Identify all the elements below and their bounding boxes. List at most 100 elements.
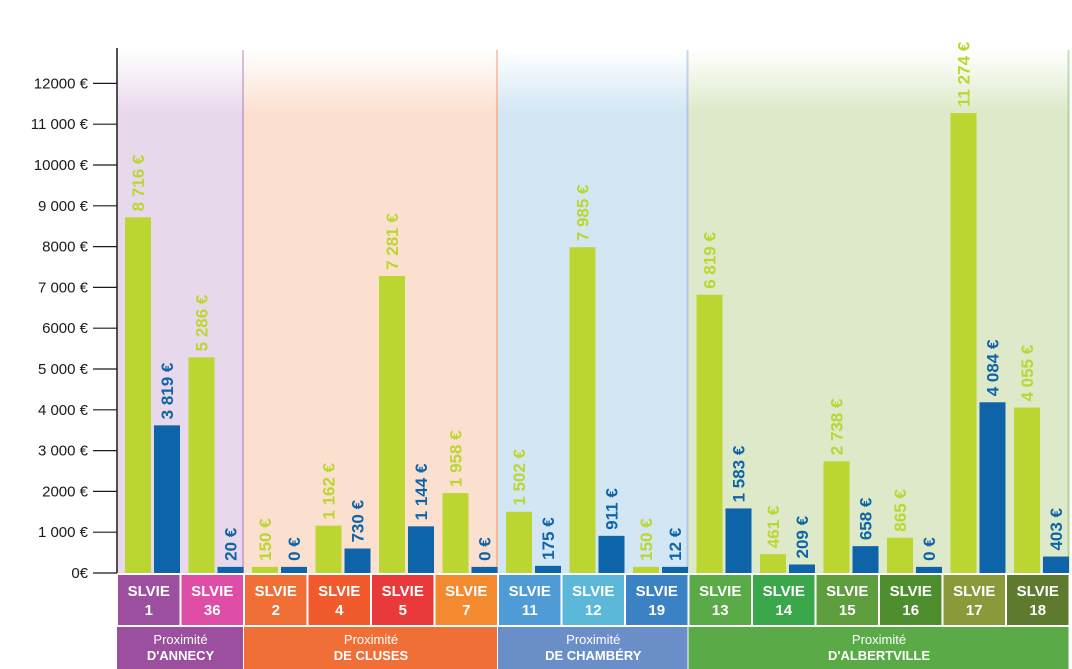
data-label: 209 €	[793, 515, 812, 558]
group-label-box	[498, 627, 688, 669]
category-box	[181, 575, 243, 625]
data-label: 12 €	[666, 527, 685, 561]
bar	[506, 511, 532, 573]
data-label: 175 €	[539, 517, 558, 560]
category-label-line2: 1	[145, 602, 153, 619]
data-label: 0 €	[476, 537, 495, 561]
category-label-line2: 16	[902, 602, 919, 619]
data-label: 5 286 €	[193, 294, 212, 351]
data-label: 1 162 €	[320, 462, 339, 519]
group-label-line2: DE CHAMBÉRY	[545, 648, 642, 663]
y-tick-label: 5 000 €	[38, 361, 89, 378]
category-box	[562, 575, 624, 625]
category-label-line1: SLVIE	[445, 583, 487, 600]
data-label: 0 €	[920, 537, 939, 561]
category-label-line1: SLVIE	[572, 583, 614, 600]
group-label-box	[244, 627, 497, 669]
category-label-line2: 4	[335, 602, 344, 619]
data-label: 11 274 €	[955, 41, 974, 107]
group-label-box	[117, 627, 243, 669]
data-label: 7 985 €	[574, 184, 593, 241]
y-tick-label: 2000 €	[42, 483, 89, 500]
category-label-line1: SLVIE	[826, 583, 868, 600]
bar	[662, 566, 688, 573]
data-label: 911 €	[603, 488, 622, 530]
category-label-line1: SLVIE	[382, 583, 424, 600]
category-box	[880, 575, 942, 625]
y-tick-label: 4 000 €	[38, 402, 89, 419]
bar	[379, 275, 405, 573]
bar	[823, 461, 850, 573]
category-label-line1: SLVIE	[509, 583, 551, 600]
data-label: 2 738 €	[828, 398, 847, 455]
group-label-box	[688, 627, 1069, 669]
category-box	[753, 575, 815, 625]
y-tick-label: 7 000 €	[38, 279, 89, 296]
bar	[217, 566, 244, 573]
category-label-line1: SLVIE	[318, 583, 360, 600]
data-label: 3 819 €	[158, 362, 177, 419]
bar	[979, 402, 1006, 573]
data-label: 4 055 €	[1018, 344, 1037, 401]
category-label-line1: SLVIE	[890, 583, 932, 600]
category-box	[943, 575, 1005, 625]
bar	[281, 566, 307, 573]
group-backgrounds	[117, 50, 1070, 573]
category-label-line1: SLVIE	[699, 583, 741, 600]
bar	[188, 357, 215, 573]
y-axis: 0€ 1 000 € 2000 € 3 000 € 4 000 € 5 000 € 6000…	[31, 48, 118, 582]
bar	[569, 247, 596, 573]
data-label: 150 €	[256, 518, 275, 561]
category-label-line2: 18	[1029, 602, 1046, 619]
category-box	[435, 575, 497, 625]
y-tick-label: 6000 €	[42, 320, 89, 337]
group-background	[688, 50, 1070, 573]
y-tick-label: 12000 €	[34, 75, 89, 92]
y-tick-label: 9 000 €	[38, 198, 89, 215]
bar	[1014, 407, 1040, 573]
y-tick-label: 0€	[71, 565, 88, 582]
category-box	[245, 575, 307, 625]
bar	[154, 425, 180, 573]
y-tick-label: 3 000 €	[38, 443, 89, 460]
bar	[950, 113, 977, 573]
group-divider	[242, 50, 244, 573]
value-labels: 8 716 € 3 819 € 5 286 € 20 € 150 € 0 € 1 162 €…	[129, 41, 1066, 561]
category-box	[816, 575, 878, 625]
group-background	[244, 50, 498, 573]
category-label-line2: 36	[204, 602, 221, 619]
y-tick-label: 8000 €	[42, 239, 89, 256]
group-label-line1: Proximité	[153, 632, 207, 647]
bar	[696, 294, 723, 573]
bar	[789, 564, 815, 573]
data-label: 658 €	[857, 497, 876, 540]
data-label: 7 281 €	[383, 213, 402, 270]
data-label: 865 €	[891, 489, 910, 532]
category-label-line2: 2	[272, 602, 280, 619]
bar	[760, 554, 786, 573]
bar	[633, 566, 659, 573]
category-box	[1007, 575, 1069, 625]
category-label-line1: SLVIE	[953, 583, 995, 600]
category-label-line1: SLVIE	[636, 583, 678, 600]
category-label-line2: 15	[839, 602, 856, 619]
bar	[535, 565, 561, 573]
group-divider	[686, 50, 689, 573]
data-label: 150 €	[637, 518, 656, 561]
category-label-line2: 19	[648, 602, 665, 619]
data-label: 461 €	[764, 505, 783, 548]
group-divider	[496, 50, 498, 573]
data-label: 6 819 €	[701, 232, 720, 289]
bar	[598, 535, 625, 573]
y-tick-label: 10000 €	[34, 157, 89, 174]
category-box	[499, 575, 561, 625]
category-box	[118, 575, 180, 625]
data-label: 1 144 €	[412, 463, 431, 520]
group-label-line2: D'ALBERTVILLE	[828, 648, 930, 663]
category-label-line1: SLVIE	[128, 583, 170, 600]
data-label: 403 €	[1047, 507, 1066, 550]
category-box	[372, 575, 434, 625]
data-label: 1 583 €	[730, 445, 749, 502]
